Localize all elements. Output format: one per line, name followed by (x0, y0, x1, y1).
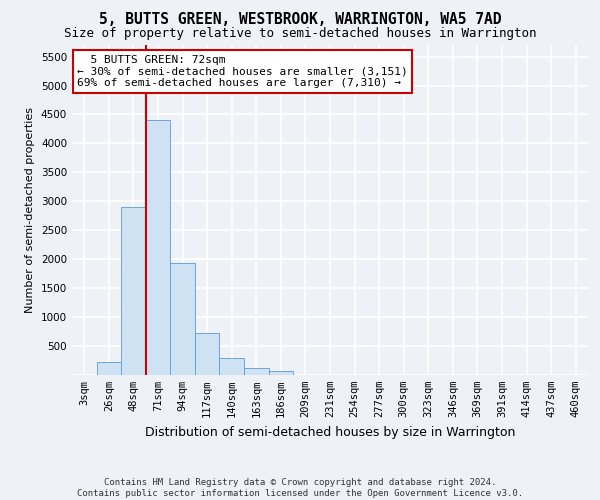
Bar (146, 120, 170, 375)
Bar (244, 368, 269, 375)
Text: 5, BUTTS GREEN, WESTBROOK, WARRINGTON, WA5 7AD: 5, BUTTS GREEN, WESTBROOK, WARRINGTON, W… (99, 12, 501, 28)
Text: Size of property relative to semi-detached houses in Warrington: Size of property relative to semi-detach… (64, 28, 536, 40)
X-axis label: Distribution of semi-detached houses by size in Warrington: Distribution of semi-detached houses by … (145, 426, 515, 438)
Y-axis label: Number of semi-detached properties: Number of semi-detached properties (25, 107, 35, 313)
Bar (121, 207, 146, 375)
Bar (97, 362, 121, 375)
Bar (170, 264, 195, 375)
Bar (220, 358, 244, 375)
Text: 5 BUTTS GREEN: 72sqm
← 30% of semi-detached houses are smaller (3,151)
69% of se: 5 BUTTS GREEN: 72sqm ← 30% of semi-detac… (77, 55, 408, 88)
Bar (195, 332, 220, 375)
Bar (269, 370, 293, 375)
Text: Contains HM Land Registry data © Crown copyright and database right 2024.
Contai: Contains HM Land Registry data © Crown c… (77, 478, 523, 498)
